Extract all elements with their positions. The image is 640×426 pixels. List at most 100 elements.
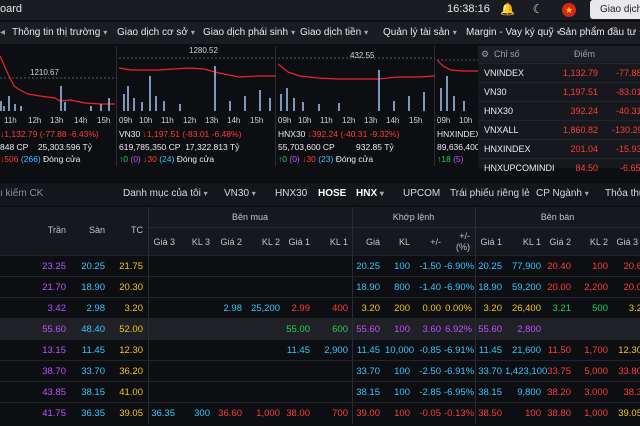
match-pct: -6.91% xyxy=(444,345,475,356)
tab-hnx30[interactable]: HNX30 xyxy=(275,188,307,199)
col-match-vol[interactable]: KL xyxy=(398,237,410,247)
menu-left-arrow-icon[interactable]: ◂ xyxy=(0,27,6,38)
col-buy-price-1[interactable]: Giá 1 xyxy=(288,237,310,247)
menu-products[interactable]: Sản phẩm đầu tư▾ xyxy=(559,27,640,38)
session-status: Đóng cửa xyxy=(335,154,374,164)
col-match-pct-unit: (%) xyxy=(456,242,470,252)
col-reference[interactable]: TC xyxy=(131,225,143,235)
chart-change: ↓1,132.79 (-77.88 -6.43%) xyxy=(0,129,99,139)
col-buy-price-3[interactable]: Giá 3 xyxy=(153,237,175,247)
menu-market-info[interactable]: Thông tin thị trường ▾ xyxy=(12,27,107,38)
sell-price-3: 39.05 xyxy=(618,408,640,419)
menu-stock-trading[interactable]: Giao dịch cơ sở ▾ xyxy=(117,27,195,38)
col-buy-vol-3[interactable]: KL 3 xyxy=(191,237,210,247)
index-point: 392.24 xyxy=(570,106,598,116)
table-row[interactable]: 23.25 20.25 21.75 20.25 100 -1.50 -6.90% 20.25 7… xyxy=(0,255,640,277)
index-chart-vnindex[interactable]: 1210.67 11h 12h 13h 14h 15h ↓1,132.79 (-… xyxy=(0,46,117,166)
menu-label: Giao dịch tiền xyxy=(300,27,362,38)
search-input[interactable]: ı kiếm CK xyxy=(0,188,44,199)
tab-upcom[interactable]: UPCOM xyxy=(403,188,440,199)
decliners: ↓30 xyxy=(143,154,157,164)
table-row[interactable]: 41.75 36.35 39.05 36.35 300 36.60 1,000 38.00 70… xyxy=(0,402,640,424)
gear-icon[interactable]: ⚙ xyxy=(481,49,490,59)
sell-vol-2: 5,000 xyxy=(584,366,608,377)
table-row[interactable]: 55.60 48.40 52.00 55.00 600 55.60 100 3.60 6.92%… xyxy=(0,318,640,340)
menu-derivatives[interactable]: Giao dịch phái sinh ▾ xyxy=(203,27,295,38)
index-name: HNXUPCOMINDI xyxy=(484,163,555,173)
price-board-header: Bên mua Khớp lệnh Bên bán Trần Sàn TC Gi… xyxy=(0,207,640,255)
index-row[interactable]: VNINDEX 1,132.79 -77.88 xyxy=(478,63,640,82)
match-pct: -6.90% xyxy=(444,261,475,272)
column-group-bg xyxy=(352,319,475,340)
col-sell-vol-1[interactable]: KL 1 xyxy=(522,237,541,247)
index-chart-hnxindex[interactable]: 09h 10h HNXINDEX 89,636,400 ↑18 (5) xyxy=(437,46,478,166)
menu-cash[interactable]: Giao dịch tiền ▾ xyxy=(300,27,368,38)
chevron-down-icon: ▾ xyxy=(291,28,296,37)
moon-icon[interactable]: ☾ xyxy=(532,2,544,16)
col-sell-vol-2[interactable]: KL 2 xyxy=(589,237,608,247)
tab-bonds[interactable]: Trái phiếu riêng lẻ xyxy=(450,188,530,199)
table-row[interactable]: 38.70 33.70 36.20 33.70 100 -2.50 -6.91% 33.70 1… xyxy=(0,360,640,382)
sell-price-3: 12.30 xyxy=(618,345,640,356)
chart-peak: 432.55 xyxy=(350,51,375,60)
column-group-bg xyxy=(475,298,640,319)
table-row[interactable]: 3.42 2.98 3.20 2.98 25,200 2.99 400 3.20 200 0.00… xyxy=(0,297,640,319)
col-ceiling-cell: 41.75 xyxy=(42,408,66,419)
col-buy-vol-2[interactable]: KL 2 xyxy=(261,237,280,247)
col-match-change[interactable]: +/- xyxy=(430,237,441,247)
tab-hnx[interactable]: HNX ▾ xyxy=(356,188,384,199)
trade-button[interactable]: Giao dịch xyxy=(590,0,640,19)
tab-vn30[interactable]: VN30 ▾ xyxy=(224,188,256,199)
col-floor-cell: 11.45 xyxy=(81,345,105,356)
col-buy-vol-1[interactable]: KL 1 xyxy=(329,237,348,247)
index-change: -130.29 xyxy=(612,125,640,135)
match-price: 3.20 xyxy=(361,303,381,314)
table-row[interactable]: 13.15 11.45 12.30 11.45 2,900 11.45 10,000 -0.8… xyxy=(0,339,640,361)
sell-price-2: 20.00 xyxy=(547,282,571,293)
tab-sector[interactable]: CP Ngành ▾ xyxy=(536,188,589,199)
tab-watchlist[interactable]: Danh mục của tôi ▾ xyxy=(123,188,208,199)
index-row[interactable]: HNXUPCOMINDI 84.50 -6.65 xyxy=(478,158,640,173)
col-sell-price-3[interactable]: Giá 3 xyxy=(616,237,638,247)
time-tick: 12h xyxy=(28,116,42,125)
chart-volume: 89,636,400 xyxy=(437,142,478,152)
col-match-pct[interactable]: +/- xyxy=(459,231,470,241)
table-row[interactable]: 21.70 18.90 20.30 18.90 800 -1.40 -6.90% 18.90 5… xyxy=(0,276,640,298)
sell-vol-2: 1,000 xyxy=(584,408,608,419)
bell-icon[interactable]: 🔔 xyxy=(500,2,515,16)
table-row[interactable]: 43.85 38.15 41.00 38.15 100 -2.85 -6.95% 38.15 9… xyxy=(0,381,640,403)
buy-price-3: 36.35 xyxy=(151,408,175,419)
match-vol: 100 xyxy=(394,408,410,419)
floor-count: (24) xyxy=(159,154,175,164)
column-group-bg xyxy=(352,361,475,382)
buy-price-1: 11.45 xyxy=(286,345,310,356)
col-ceiling[interactable]: Trần xyxy=(47,225,66,235)
tab-negotiated[interactable]: Thỏa thu xyxy=(605,188,640,199)
match-vol: 100 xyxy=(394,366,410,377)
col-sell-price-2[interactable]: Giá 2 xyxy=(549,237,571,247)
index-chart-hnx30[interactable]: 432.55 09h 10h 11h 12h 13h 14h 15h HNX30… xyxy=(278,46,435,166)
column-group-bg xyxy=(148,340,352,361)
vietnam-flag-icon[interactable]: ★ xyxy=(562,3,576,17)
col-buy-price-2[interactable]: Giá 2 xyxy=(220,237,242,247)
col-floor-cell: 18.90 xyxy=(81,282,105,293)
index-name: VN30 xyxy=(484,87,507,97)
menu-margin[interactable]: Margin - Vay ký quỹ ▾ xyxy=(466,27,561,38)
menu-label: Margin - Vay ký quỹ xyxy=(466,27,554,38)
column-group-bg xyxy=(352,277,475,298)
index-row[interactable]: HNX30 392.24 -40.31 xyxy=(478,101,640,120)
index-row[interactable]: VN30 1,197.51 -83.01 xyxy=(478,82,640,101)
col-floor[interactable]: Sàn xyxy=(88,225,105,235)
tab-hose[interactable]: HOSE xyxy=(318,188,346,199)
col-match-price[interactable]: Giá xyxy=(365,237,380,247)
tab-label: Thỏa thu xyxy=(605,188,640,199)
app-title: oard xyxy=(0,3,23,15)
index-row[interactable]: VNXALL 1,860.82 -130.29 xyxy=(478,120,640,139)
time-tick: 09h xyxy=(278,116,292,125)
match-pct: -6.91% xyxy=(444,366,475,377)
menu-assets[interactable]: Quản lý tài sản ▾ xyxy=(383,27,457,38)
index-row[interactable]: HNXINDEX 201.04 -15.93 xyxy=(478,139,640,158)
col-sell-price-1[interactable]: Giá 1 xyxy=(480,237,502,247)
col-index-point: Điểm xyxy=(574,49,596,59)
index-chart-vn30[interactable]: 1280.52 09h 10h 11h 12h 13h 14h 15h VN30… xyxy=(119,46,276,166)
